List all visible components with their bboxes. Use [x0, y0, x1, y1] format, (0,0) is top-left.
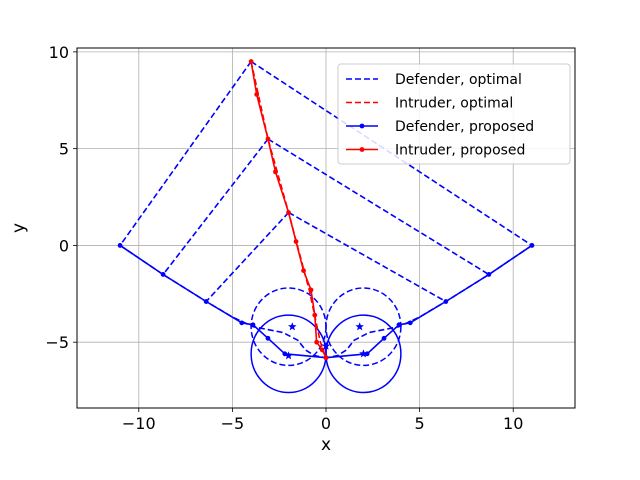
capture-circle [325, 314, 402, 394]
plot-content [117, 59, 535, 394]
legend-marker [359, 123, 365, 129]
trajectory-line [325, 244, 533, 359]
trajectory-point [381, 335, 387, 341]
x-tick-label: −10 [122, 414, 156, 433]
legend-marker [359, 147, 365, 152]
legend-label: Defender, optimal [395, 72, 522, 88]
legend-box [337, 63, 571, 165]
y-tick-label: 0 [59, 236, 69, 255]
y-axis-label: y [9, 223, 29, 233]
star-marker [321, 341, 331, 350]
trajectory-point [486, 272, 492, 277]
trajectory-line [205, 211, 290, 303]
trajectory-point [248, 59, 254, 64]
trajectory-point [250, 322, 256, 328]
legend-label: Intruder, proposed [395, 143, 525, 159]
trajectory-point [529, 243, 535, 248]
x-axis-label: x [321, 435, 331, 455]
trajectory-point [254, 92, 260, 97]
trajectory-point [323, 355, 329, 361]
star-marker [359, 349, 368, 358]
trajectory-point [160, 272, 166, 277]
trajectory-line [119, 244, 327, 359]
trajectory-point [273, 169, 278, 175]
capture-circle [325, 287, 402, 367]
trajectory-point [314, 339, 320, 345]
trajectory-line [162, 138, 269, 275]
trajectory-point [407, 320, 413, 326]
trajectory-point [308, 287, 314, 293]
ticks: −10 −5 0 5 10 −5 0 5 10 [45, 43, 523, 433]
trajectory-point [319, 347, 325, 353]
trajectory-point [312, 312, 318, 318]
x-tick-label: −5 [221, 414, 245, 433]
star-marker [288, 322, 297, 331]
trajectory-point [265, 136, 271, 142]
trajectory-point [396, 322, 402, 328]
y-tick-label: −5 [45, 333, 69, 352]
legend: Defender, optimal Intruder, optimal Defend… [337, 63, 571, 165]
x-tick-label: 0 [321, 414, 331, 433]
legend-label: Defender, proposed [395, 119, 534, 135]
star-marker [284, 351, 293, 360]
x-tick-label: 10 [503, 414, 523, 433]
legend-label: Intruder, optimal [395, 96, 513, 112]
star-marker [355, 322, 364, 331]
trajectory-line [288, 211, 447, 303]
trajectory-point [286, 210, 291, 215]
y-tick-label: 5 [59, 140, 69, 159]
trajectory-line [267, 138, 490, 276]
trajectory-point [265, 335, 271, 341]
trajectory-point [443, 299, 449, 304]
x-tick-label: 5 [415, 414, 425, 433]
trajectory-point [293, 239, 299, 244]
trajectory-line [119, 61, 252, 246]
trajectory-point [239, 320, 245, 326]
trajectory-point [117, 243, 123, 248]
trajectory-point [203, 299, 209, 304]
y-tick-label: 10 [49, 43, 69, 62]
trajectory-point [301, 268, 306, 273]
